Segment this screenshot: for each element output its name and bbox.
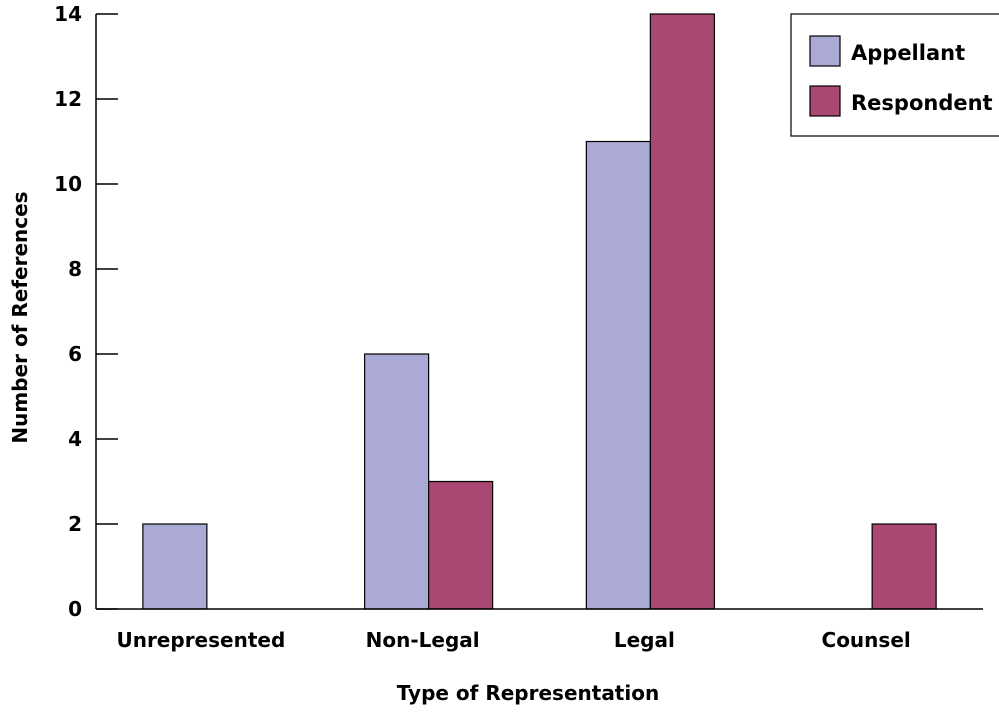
x-axis-title: Type of Representation xyxy=(397,681,659,705)
y-tick-label: 2 xyxy=(68,512,82,536)
bars xyxy=(142,13,937,610)
bar-appellant-legal xyxy=(585,140,651,610)
y-tick-label: 12 xyxy=(54,87,82,111)
legend-swatch-respondent xyxy=(809,85,841,117)
bar-appellant-unrepresented xyxy=(142,523,208,610)
axes xyxy=(95,14,983,610)
y-tick-label: 6 xyxy=(68,342,82,366)
x-tick-label: Legal xyxy=(614,628,675,652)
legend: Appellant Respondent xyxy=(790,13,999,137)
legend-label-respondent: Respondent xyxy=(851,91,993,115)
y-tick-label: 8 xyxy=(68,257,82,281)
legend-box xyxy=(790,13,999,137)
bar-respondent-non-legal xyxy=(428,480,494,610)
y-tick-label: 4 xyxy=(68,427,82,451)
legend-label-appellant: Appellant xyxy=(851,41,965,65)
bar-respondent-counsel xyxy=(871,523,937,610)
y-ticks: 0 2 4 6 8 10 12 14 xyxy=(54,2,118,621)
x-ticks: Unrepresented Non-Legal Legal Counsel xyxy=(116,628,910,652)
bar-respondent-legal xyxy=(649,13,715,610)
x-tick-label: Unrepresented xyxy=(116,628,285,652)
y-tick-label: 0 xyxy=(68,597,82,621)
y-axis-title: Number of References xyxy=(8,191,32,443)
x-tick-label: Non-Legal xyxy=(366,628,480,652)
y-tick-label: 10 xyxy=(54,172,82,196)
x-tick-label: Counsel xyxy=(822,628,911,652)
legend-swatch-appellant xyxy=(809,35,841,67)
bar-appellant-non-legal xyxy=(364,353,430,610)
y-tick-label: 14 xyxy=(54,2,82,26)
